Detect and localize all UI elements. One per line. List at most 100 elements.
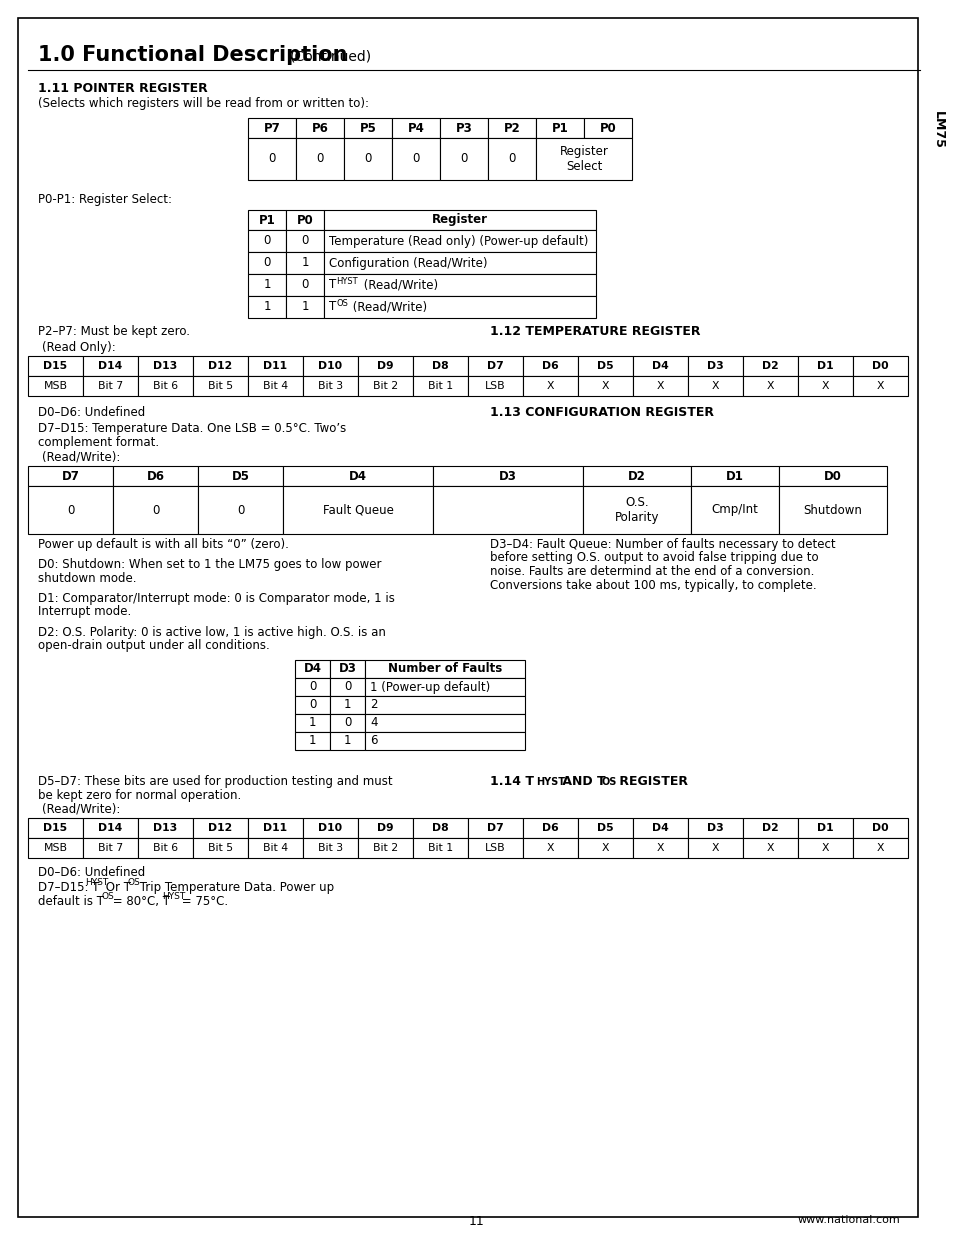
Text: (Read/Write):: (Read/Write): bbox=[42, 803, 120, 816]
Bar bbox=[330, 678, 365, 697]
Bar bbox=[28, 839, 83, 858]
Bar bbox=[779, 466, 886, 487]
Text: Bit 4: Bit 4 bbox=[263, 382, 288, 391]
Text: X: X bbox=[546, 382, 554, 391]
Text: 0: 0 bbox=[301, 279, 309, 291]
Bar bbox=[248, 818, 303, 839]
Text: open-drain output under all conditions.: open-drain output under all conditions. bbox=[38, 640, 270, 652]
Text: D3: D3 bbox=[706, 823, 723, 832]
Bar bbox=[392, 138, 439, 180]
Bar bbox=[852, 375, 907, 396]
Text: Bit 3: Bit 3 bbox=[317, 844, 343, 853]
Text: D13: D13 bbox=[153, 361, 177, 370]
Text: D6: D6 bbox=[541, 823, 558, 832]
Bar bbox=[283, 466, 433, 487]
Text: Temperature (Read only) (Power-up default): Temperature (Read only) (Power-up defaul… bbox=[329, 235, 588, 247]
Bar bbox=[28, 487, 112, 534]
Bar bbox=[138, 818, 193, 839]
Text: (Selects which registers will be read from or written to):: (Selects which registers will be read fr… bbox=[38, 98, 369, 110]
Text: D2: D2 bbox=[761, 361, 778, 370]
Text: D0–D6: Undefined: D0–D6: Undefined bbox=[38, 406, 145, 419]
Bar bbox=[248, 210, 286, 230]
Text: Bit 2: Bit 2 bbox=[373, 382, 397, 391]
Text: T: T bbox=[329, 300, 335, 314]
Text: 2: 2 bbox=[370, 699, 377, 711]
Text: Bit 5: Bit 5 bbox=[208, 844, 233, 853]
Text: P0: P0 bbox=[296, 214, 313, 226]
Bar bbox=[198, 466, 283, 487]
Text: Bit 2: Bit 2 bbox=[373, 844, 397, 853]
Text: X: X bbox=[821, 382, 828, 391]
Bar bbox=[583, 119, 631, 138]
Text: OS: OS bbox=[128, 878, 140, 887]
Bar bbox=[303, 375, 357, 396]
Text: D4: D4 bbox=[652, 823, 668, 832]
Bar bbox=[633, 356, 687, 375]
Text: D3: D3 bbox=[498, 469, 517, 483]
Bar bbox=[112, 466, 198, 487]
Text: 1: 1 bbox=[309, 735, 315, 747]
Text: D6: D6 bbox=[147, 469, 164, 483]
Text: Bit 1: Bit 1 bbox=[428, 844, 453, 853]
Text: = 75°C.: = 75°C. bbox=[178, 895, 228, 908]
Bar bbox=[582, 487, 690, 534]
Bar bbox=[852, 356, 907, 375]
Bar bbox=[687, 839, 742, 858]
Text: D0: D0 bbox=[823, 469, 841, 483]
Text: D12: D12 bbox=[208, 823, 233, 832]
Bar bbox=[488, 119, 536, 138]
Text: 1: 1 bbox=[343, 735, 351, 747]
Bar bbox=[138, 375, 193, 396]
Text: D1: D1 bbox=[817, 361, 833, 370]
Bar bbox=[330, 732, 365, 750]
Text: D11: D11 bbox=[263, 823, 287, 832]
Text: T: T bbox=[329, 279, 335, 291]
Bar bbox=[295, 138, 344, 180]
Bar bbox=[138, 839, 193, 858]
Text: 0: 0 bbox=[301, 235, 309, 247]
Text: P5: P5 bbox=[359, 121, 376, 135]
Text: D5–D7: These bits are used for production testing and must: D5–D7: These bits are used for productio… bbox=[38, 776, 393, 788]
Text: 0: 0 bbox=[236, 504, 244, 516]
Bar bbox=[797, 375, 852, 396]
Bar bbox=[413, 375, 468, 396]
Bar bbox=[468, 375, 522, 396]
Text: 6: 6 bbox=[370, 735, 377, 747]
Text: AND T: AND T bbox=[558, 776, 605, 788]
Text: P4: P4 bbox=[407, 121, 424, 135]
Text: D7: D7 bbox=[62, 469, 79, 483]
Bar bbox=[286, 296, 324, 317]
Bar bbox=[357, 356, 413, 375]
Bar bbox=[357, 839, 413, 858]
Text: X: X bbox=[821, 844, 828, 853]
Text: shutdown mode.: shutdown mode. bbox=[38, 572, 136, 584]
Bar bbox=[413, 356, 468, 375]
Text: D3: D3 bbox=[338, 662, 356, 676]
Text: D14: D14 bbox=[98, 823, 123, 832]
Bar bbox=[248, 356, 303, 375]
Bar bbox=[578, 356, 633, 375]
Text: X: X bbox=[766, 382, 774, 391]
Text: 1: 1 bbox=[301, 257, 309, 269]
Text: LSB: LSB bbox=[485, 844, 505, 853]
Text: 1.0 Functional Description: 1.0 Functional Description bbox=[38, 44, 347, 65]
Bar bbox=[365, 714, 524, 732]
Bar bbox=[294, 678, 330, 697]
Bar bbox=[357, 818, 413, 839]
Text: LSB: LSB bbox=[485, 382, 505, 391]
Text: D10: D10 bbox=[318, 361, 342, 370]
Text: X: X bbox=[546, 844, 554, 853]
Bar bbox=[294, 697, 330, 714]
Bar bbox=[742, 375, 797, 396]
Text: P2–P7: Must be kept zero.: P2–P7: Must be kept zero. bbox=[38, 325, 190, 338]
Bar bbox=[83, 356, 138, 375]
Text: P2: P2 bbox=[503, 121, 519, 135]
Text: D3: D3 bbox=[706, 361, 723, 370]
Text: D8: D8 bbox=[432, 361, 448, 370]
Text: 1.11 POINTER REGISTER: 1.11 POINTER REGISTER bbox=[38, 82, 208, 95]
Text: D1: D1 bbox=[725, 469, 743, 483]
Text: D7–D15: T: D7–D15: T bbox=[38, 881, 99, 894]
Bar bbox=[286, 252, 324, 274]
Text: D10: D10 bbox=[318, 823, 342, 832]
Text: LM75: LM75 bbox=[930, 111, 943, 149]
